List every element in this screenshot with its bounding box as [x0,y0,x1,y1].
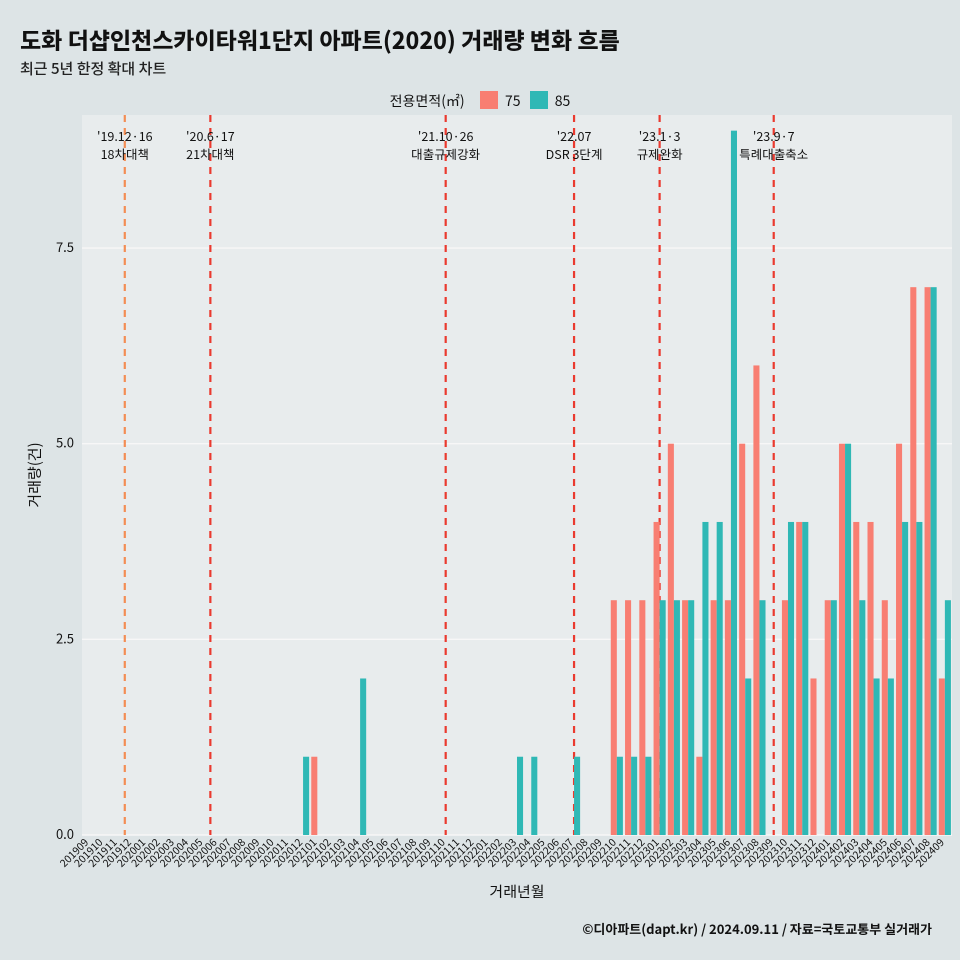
legend-label-75: 75 [505,91,521,111]
chart-subtitle: 최근 5년 한정 확대 차트 [20,58,940,79]
svg-text:0.0: 0.0 [56,824,74,843]
svg-text:DSR 3단계: DSR 3단계 [546,144,603,163]
svg-text:18차대책: 18차대책 [101,144,149,163]
svg-text:2.5: 2.5 [56,628,74,647]
svg-text:대출규제강화: 대출규제강화 [411,144,481,163]
svg-text:'20.6·17: '20.6·17 [186,126,235,145]
chart-svg: 0.02.55.07.5거래량(건)2019092019102019112019… [20,115,960,915]
svg-text:'22.07: '22.07 [557,126,592,145]
svg-text:'19.12·16: '19.12·16 [97,126,153,145]
svg-text:'23.1·3: '23.1·3 [639,126,681,145]
svg-text:거래년월: 거래년월 [489,881,544,902]
svg-text:거래량(건): 거래량(건) [24,442,45,507]
svg-text:특례대출축소: 특례대출축소 [739,144,808,163]
svg-text:'23.9·7: '23.9·7 [753,126,795,145]
svg-text:'21.10·26: '21.10·26 [418,126,474,145]
legend-label-85: 85 [555,91,571,111]
bar-chart: 0.02.55.07.5거래량(건)2019092019102019112019… [20,115,940,920]
svg-text:7.5: 7.5 [56,237,74,256]
credit-line: ©디아파트(dapt.kr) / 2024.09.11 / 자료=국토교통부 실… [582,919,932,938]
legend-title: 전용면적(㎡) [390,91,465,111]
chart-title: 도화 더샵인천스카이타워1단지 아파트(2020) 거래량 변화 흐름 [20,22,940,56]
svg-text:규제완화: 규제완화 [637,144,684,163]
svg-text:21차대책: 21차대책 [186,144,234,163]
legend-swatch-75 [480,91,498,109]
svg-text:5.0: 5.0 [56,433,74,452]
legend: 전용면적(㎡) 75 85 [20,91,940,111]
legend-swatch-85 [530,91,548,109]
